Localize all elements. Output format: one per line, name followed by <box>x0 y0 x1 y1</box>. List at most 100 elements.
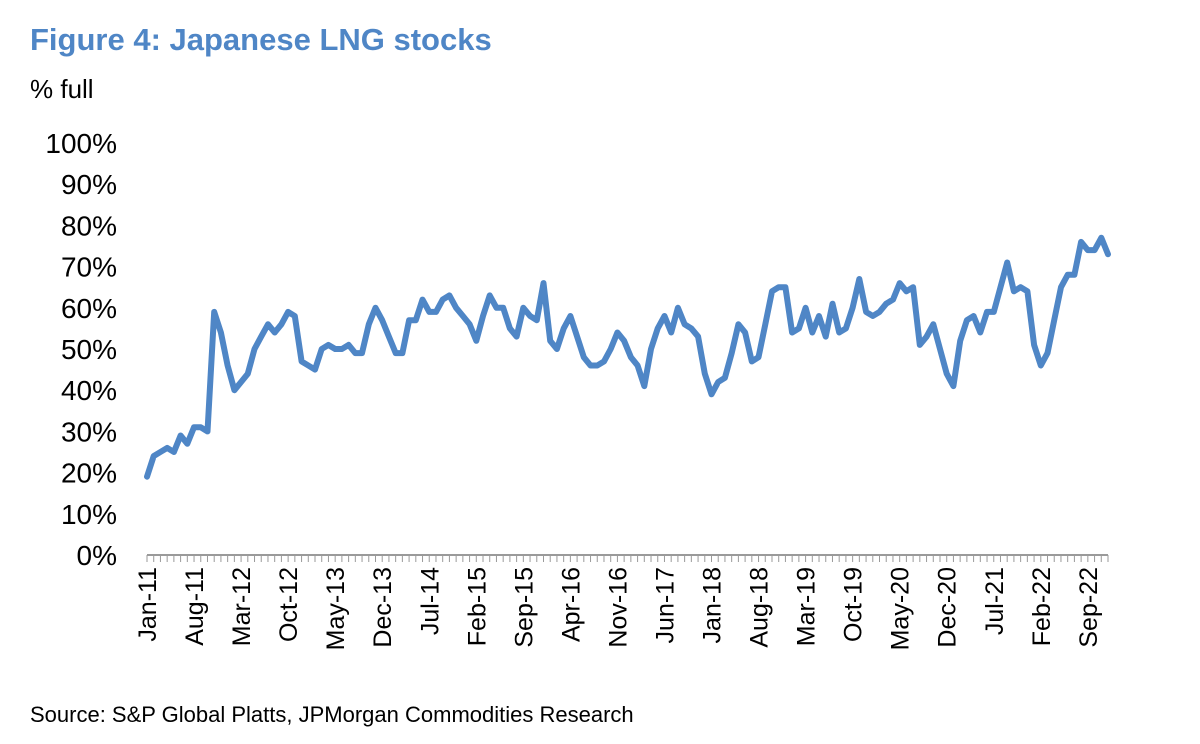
x-axis: Jan-11 Aug-11 Mar-12 Oct-12 May-13 Dec-13 Jul-… <box>134 554 1109 650</box>
data-point <box>272 330 278 336</box>
data-point <box>964 317 970 323</box>
data-point <box>661 313 667 319</box>
data-point <box>460 313 466 319</box>
data-point <box>258 334 264 340</box>
data-point <box>803 305 809 311</box>
x-tick-label: Sep-15 <box>510 567 538 648</box>
data-point <box>722 375 728 381</box>
data-point <box>1051 317 1057 323</box>
data-point <box>756 354 762 360</box>
data-point <box>346 342 352 348</box>
data-point <box>856 276 862 282</box>
data-point <box>527 313 533 319</box>
data-point <box>191 424 197 430</box>
data-point <box>399 350 405 356</box>
data-point <box>991 309 997 315</box>
data-point <box>843 325 849 331</box>
data-point <box>682 321 688 327</box>
x-tick-label: Jul-21 <box>981 567 1009 635</box>
y-tick-label: 0% <box>77 540 117 571</box>
data-point <box>420 297 426 303</box>
data-point <box>500 305 506 311</box>
data-point <box>480 313 486 319</box>
x-tick-label: Nov-16 <box>604 567 632 648</box>
data-point <box>211 309 217 315</box>
x-tick-label: Mar-12 <box>228 567 256 646</box>
data-point <box>675 305 681 311</box>
data-point <box>917 342 923 348</box>
data-point <box>178 433 184 439</box>
data-point <box>440 297 446 303</box>
data-point <box>836 330 842 336</box>
data-point <box>688 325 694 331</box>
data-point <box>1018 284 1024 290</box>
y-axis-unit-label: % full <box>30 74 94 104</box>
data-point <box>567 313 573 319</box>
data-point <box>467 321 473 327</box>
data-point <box>735 321 741 327</box>
data-point <box>937 346 943 352</box>
data-point <box>823 334 829 340</box>
data-point <box>332 346 338 352</box>
x-tick-label: May-13 <box>322 567 350 650</box>
x-tick-label: Oct-19 <box>840 567 868 642</box>
data-point <box>782 284 788 290</box>
y-tick-label: 20% <box>61 458 117 489</box>
data-point <box>897 280 903 286</box>
y-axis-tick-labels: 0% 10% 20% 30% 40% 50% 60% 70% 80% 90% 100% <box>45 128 117 571</box>
data-point <box>796 325 802 331</box>
data-point <box>339 346 345 352</box>
data-point <box>285 309 291 315</box>
x-tick-label: Apr-16 <box>557 567 585 642</box>
data-point <box>520 305 526 311</box>
data-point <box>372 305 378 311</box>
y-tick-label: 70% <box>61 252 117 283</box>
data-point <box>1078 239 1084 245</box>
y-tick-label: 10% <box>61 499 117 530</box>
series-layer <box>144 234 1111 480</box>
data-point <box>299 358 305 364</box>
data-point <box>493 305 499 311</box>
data-point <box>1045 350 1051 356</box>
data-point <box>352 350 358 356</box>
data-point <box>621 338 627 344</box>
data-point <box>903 288 909 294</box>
data-point <box>608 346 614 352</box>
data-point <box>877 309 883 315</box>
data-point <box>514 334 520 340</box>
y-tick-label: 30% <box>61 416 117 447</box>
data-point <box>1092 247 1098 253</box>
data-point <box>325 342 331 348</box>
data-point <box>231 387 237 393</box>
data-point <box>1024 288 1030 294</box>
data-point <box>554 346 560 352</box>
data-point <box>581 354 587 360</box>
data-point <box>789 330 795 336</box>
data-point <box>924 334 930 340</box>
data-point <box>1031 342 1037 348</box>
y-tick-label: 40% <box>61 375 117 406</box>
data-point <box>406 317 412 323</box>
x-tick-label: Jul-14 <box>416 567 444 635</box>
data-point <box>413 317 419 323</box>
data-point <box>762 321 768 327</box>
data-point <box>635 362 641 368</box>
data-point <box>218 330 224 336</box>
data-point <box>702 371 708 377</box>
x-tick-label: Dec-20 <box>934 567 962 648</box>
data-point <box>144 474 150 480</box>
data-point <box>614 330 620 336</box>
data-point <box>473 338 479 344</box>
data-point <box>863 309 869 315</box>
data-point <box>1058 284 1064 290</box>
data-point <box>198 424 204 430</box>
data-point <box>957 338 963 344</box>
data-point <box>1105 251 1111 257</box>
data-point <box>534 317 540 323</box>
data-point <box>426 309 432 315</box>
x-tick-label: Sep-22 <box>1075 567 1103 648</box>
data-point <box>1011 288 1017 294</box>
data-point <box>971 313 977 319</box>
data-point <box>453 305 459 311</box>
source-note: Source: S&P Global Platts, JPMorgan Comm… <box>30 702 634 727</box>
